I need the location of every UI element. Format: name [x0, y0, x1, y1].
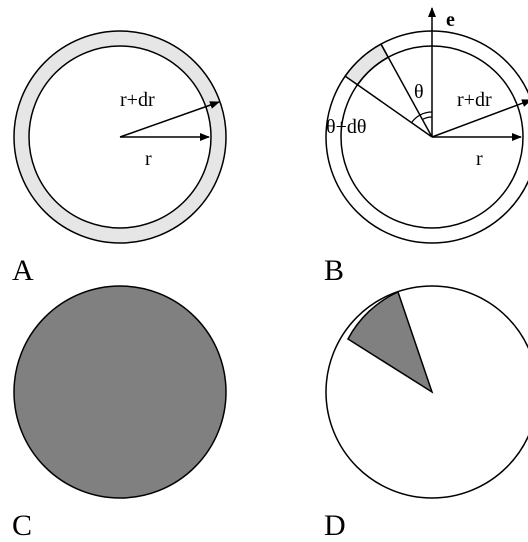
panel-b-outer-radius-label: r+dr [457, 89, 492, 111]
panel-d-letter: D [324, 509, 346, 542]
panel-b-letter: B [324, 254, 344, 287]
panel-b-inner-radius-label: r [476, 148, 483, 170]
panel-b-theta-line [380, 43, 433, 138]
panel-b-outer-radius-arrow [431, 99, 528, 138]
panel-a-letter: A [12, 254, 34, 287]
panel-b: e θ θ+dθ r+dr r B [324, 7, 528, 287]
panel-b-theta-dtheta-line [357, 84, 433, 138]
panel-a: r+dr r A [12, 30, 227, 287]
panel-b-e-label: e [446, 9, 455, 31]
panel-c-filled-disk [13, 285, 227, 499]
panel-d: D [324, 285, 528, 542]
panel-a-inner-radius-label: r [145, 148, 152, 170]
panel-d-sector [347, 290, 434, 394]
panel-b-theta-dtheta-arc [411, 111, 433, 124]
panel-b-theta-arc [422, 116, 433, 121]
panel-c: C [12, 285, 227, 542]
panel-a-outer-radius-arrow [119, 101, 220, 138]
panel-c-letter: C [12, 509, 32, 542]
panel-b-theta-dtheta-label: θ+dθ [326, 116, 366, 138]
panel-a-outer-radius-label: r+dr [120, 89, 155, 111]
panel-d-disk [325, 285, 528, 499]
panel-b-theta-label: θ [414, 81, 424, 103]
